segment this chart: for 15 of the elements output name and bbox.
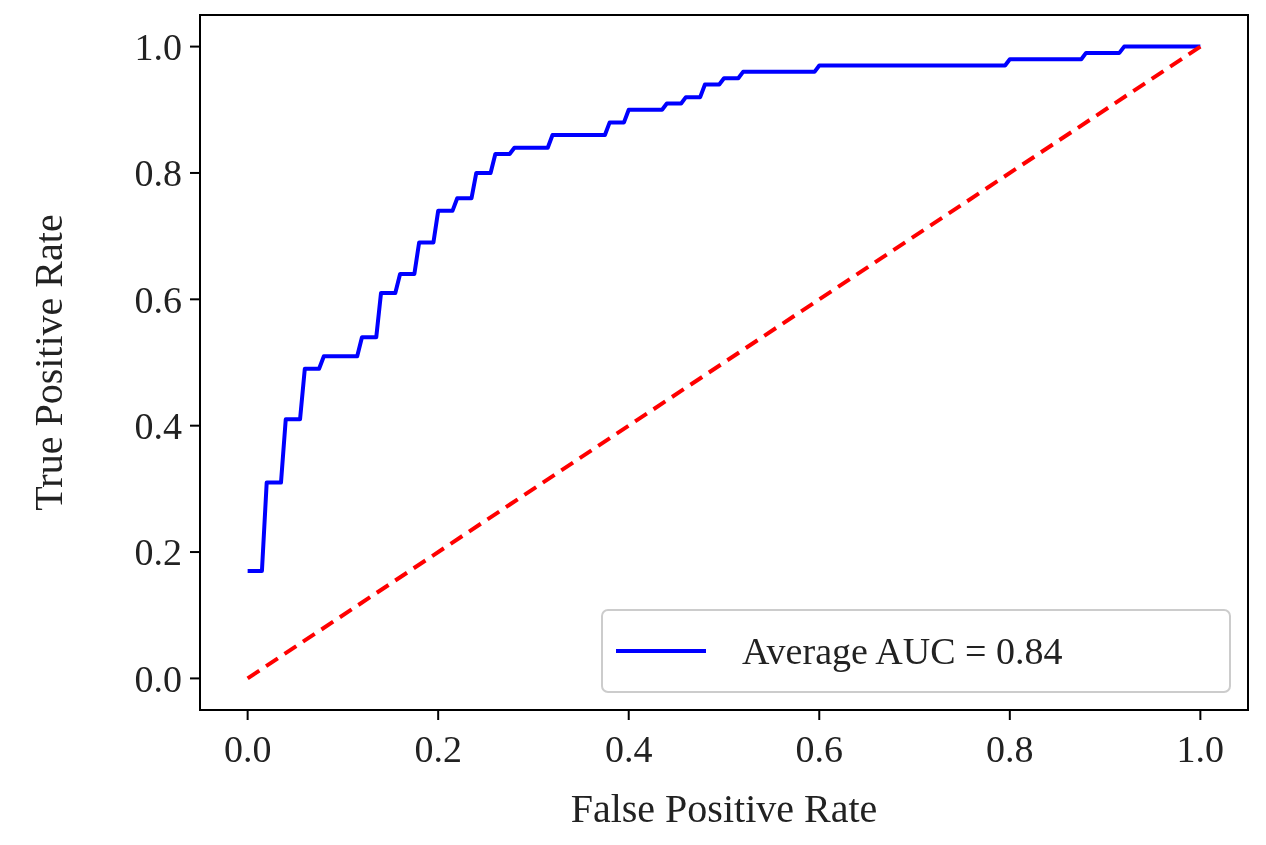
y-tick-label: 0.0 — [134, 657, 182, 700]
x-tick-label: 0.2 — [414, 728, 462, 770]
x-tick-label: 1.0 — [1176, 728, 1225, 770]
legend-label: Average AUC = 0.84 — [742, 630, 1063, 673]
x-axis-title: False Positive Rate — [570, 786, 878, 831]
y-tick-label: 0.8 — [134, 152, 182, 195]
y-axis-title: True Positive Rate — [26, 214, 71, 511]
y-tick-label: 0.6 — [134, 278, 182, 321]
y-tick-label: 0.2 — [134, 531, 182, 574]
x-tick-label: 0.4 — [604, 728, 653, 770]
x-tick-label: 0.6 — [795, 728, 844, 770]
x-tick-label: 0.0 — [223, 728, 272, 770]
y-tick-label: 0.4 — [134, 404, 182, 447]
y-tick-label: 1.0 — [134, 25, 182, 68]
x-tick-label: 0.8 — [986, 728, 1034, 770]
